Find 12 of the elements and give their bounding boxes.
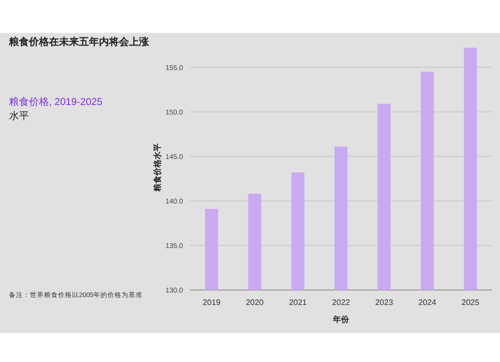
x-tick-label: 2022 xyxy=(332,298,350,307)
x-tick-label: 2021 xyxy=(288,298,308,307)
y-axis-title: 粮食价格水平 xyxy=(153,144,162,192)
x-tick-label: 2023 xyxy=(375,298,394,307)
x-tick-label: 2019 xyxy=(202,298,222,307)
x-axis-title: 年份 xyxy=(332,315,350,324)
x-tick-label: 2024 xyxy=(418,298,437,307)
text: 粮食价格在未来五年内将会上涨 xyxy=(8,36,150,48)
text: 粮食价格, 2019-2025 xyxy=(9,96,103,108)
x-tick-label: 2025 xyxy=(462,298,480,307)
text: 水平 xyxy=(9,110,29,122)
x-tick-label: 2020 xyxy=(246,298,264,307)
